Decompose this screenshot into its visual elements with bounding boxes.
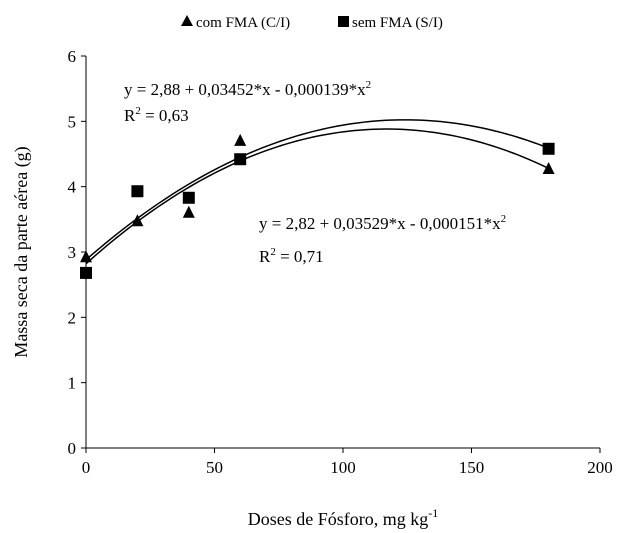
y-tick-label: 2	[68, 308, 77, 327]
r2-sem-fma: R2 = 0,63	[124, 105, 189, 125]
r2-com-fma-value: = 0,71	[276, 247, 324, 266]
legend-marker-square	[338, 16, 349, 27]
r2-com-fma: R2 = 0,71	[259, 246, 324, 266]
point-com-fma	[234, 133, 247, 146]
point-com-fma	[542, 162, 555, 175]
fit-curve-sem-fma	[85, 119, 549, 261]
x-axis-label-text: Doses de Fósforo, mg kg	[248, 509, 429, 529]
x-ticks: 0 50 100 150 200	[82, 448, 613, 477]
x-tick-label: 150	[459, 458, 485, 477]
y-tick-label: 0	[68, 439, 77, 458]
r2-sem-fma-value: = 0,63	[141, 106, 189, 125]
axes: 0 1 2 3 4 5 6 0 50 100 150 200	[68, 47, 613, 477]
point-com-fma	[182, 205, 195, 218]
x-axis-label: Doses de Fósforo, mg kg-1	[248, 506, 439, 529]
legend: com FMA (C/I) sem FMA (S/I)	[181, 15, 443, 31]
equation-sem-fma-text: y = 2,88 + 0,03452*x - 0,000139*x	[124, 80, 366, 99]
x-axis-label-superscript: -1	[428, 506, 438, 520]
equation-com-fma-text: y = 2,82 + 0,03529*x - 0,000151*x	[259, 214, 501, 233]
r2-com-fma-r: R	[259, 247, 271, 266]
annotation-sem-fma: y = 2,88 + 0,03452*x - 0,000139*x2 R2 = …	[124, 79, 371, 125]
data-points	[80, 133, 555, 279]
y-tick-label: 5	[68, 112, 77, 131]
y-tick-label: 1	[68, 374, 77, 393]
equation-sem-fma-sup: 2	[366, 79, 372, 91]
point-sem-fma	[542, 142, 555, 155]
r2-sem-fma-sup: 2	[135, 105, 141, 117]
r2-com-fma-sup: 2	[270, 246, 276, 258]
x-tick-label: 100	[330, 458, 356, 477]
x-tick-label: 50	[206, 458, 223, 477]
x-tick-label: 0	[82, 458, 91, 477]
y-axis-label: Massa seca da parte aérea (g)	[11, 146, 32, 357]
equation-sem-fma: y = 2,88 + 0,03452*x - 0,000139*x2	[124, 79, 371, 99]
equation-com-fma: y = 2,82 + 0,03529*x - 0,000151*x2	[259, 213, 506, 233]
fit-curve-com-fma	[85, 128, 549, 265]
y-ticks: 0 1 2 3 4 5 6	[68, 47, 86, 458]
point-sem-fma	[234, 153, 247, 166]
annotation-com-fma: y = 2,82 + 0,03529*x - 0,000151*x2 R2 = …	[259, 213, 506, 266]
fit-curves	[85, 119, 549, 265]
x-tick-label: 200	[587, 458, 613, 477]
point-sem-fma	[182, 191, 195, 204]
equation-com-fma-sup: 2	[501, 213, 507, 225]
y-tick-label: 4	[68, 178, 77, 197]
y-tick-label: 3	[68, 243, 77, 262]
point-com-fma	[80, 250, 92, 263]
legend-marker-triangle	[181, 15, 193, 26]
point-sem-fma	[131, 185, 144, 198]
point-com-fma	[131, 214, 144, 227]
point-sem-fma	[80, 266, 92, 279]
legend-label-com-fma: com FMA (C/I)	[196, 15, 290, 31]
r2-sem-fma-r: R	[124, 106, 136, 125]
legend-label-sem-fma: sem FMA (S/I)	[352, 15, 443, 31]
y-tick-label: 6	[68, 47, 77, 66]
